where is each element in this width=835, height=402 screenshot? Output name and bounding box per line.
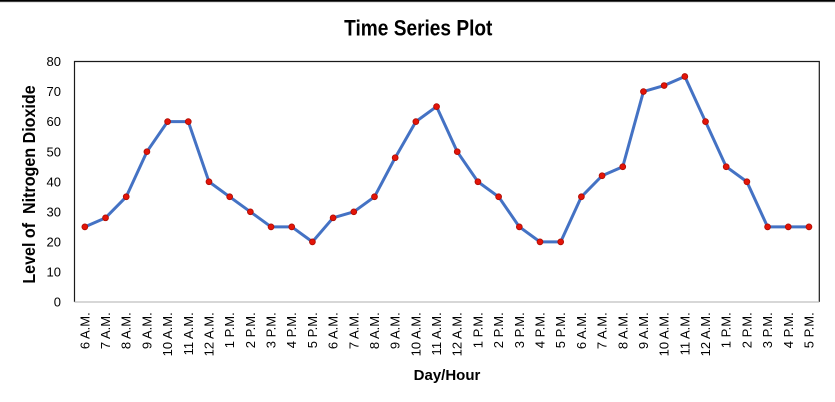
svg-text:1 P.M.: 1 P.M. (470, 312, 485, 348)
svg-text:12 A.M.: 12 A.M. (698, 312, 713, 356)
svg-text:12 A.M.: 12 A.M. (201, 312, 216, 356)
svg-text:7 A.M.: 7 A.M. (595, 312, 610, 349)
svg-text:5 P.M.: 5 P.M. (553, 312, 568, 348)
svg-text:10 A.M.: 10 A.M. (657, 312, 672, 356)
svg-text:40: 40 (47, 174, 61, 189)
svg-text:8 A.M.: 8 A.M. (119, 312, 134, 349)
svg-text:0: 0 (54, 295, 61, 310)
svg-text:1 P.M.: 1 P.M. (719, 312, 734, 348)
svg-text:7 A.M.: 7 A.M. (98, 312, 113, 349)
svg-text:10: 10 (47, 265, 61, 280)
svg-text:2 P.M.: 2 P.M. (491, 312, 506, 348)
svg-text:9 A.M.: 9 A.M. (388, 312, 403, 349)
svg-text:3 P.M.: 3 P.M. (760, 312, 775, 348)
svg-text:3 P.M.: 3 P.M. (512, 312, 527, 348)
svg-text:60: 60 (47, 114, 61, 129)
svg-text:3 P.M.: 3 P.M. (264, 312, 279, 348)
svg-text:6 A.M.: 6 A.M. (326, 312, 341, 349)
svg-text:10 A.M.: 10 A.M. (160, 312, 175, 356)
svg-text:30: 30 (47, 204, 61, 219)
svg-text:5 P.M.: 5 P.M. (801, 312, 816, 348)
svg-text:4 P.M.: 4 P.M. (781, 312, 796, 348)
svg-text:8 A.M.: 8 A.M. (615, 312, 630, 349)
svg-text:9 A.M.: 9 A.M. (636, 312, 651, 349)
svg-text:5 P.M.: 5 P.M. (305, 312, 320, 348)
svg-text:12 A.M.: 12 A.M. (450, 312, 465, 356)
svg-text:11 A.M.: 11 A.M. (429, 312, 444, 355)
svg-text:4 P.M.: 4 P.M. (284, 312, 299, 348)
svg-text:4 P.M.: 4 P.M. (533, 312, 548, 348)
svg-text:1 P.M.: 1 P.M. (222, 312, 237, 348)
svg-text:7 A.M.: 7 A.M. (346, 312, 361, 349)
svg-text:10 A.M.: 10 A.M. (408, 312, 423, 356)
svg-text:2 P.M.: 2 P.M. (243, 312, 258, 348)
svg-text:Time Series Plot: Time Series Plot (344, 16, 492, 41)
svg-text:11 A.M.: 11 A.M. (181, 312, 196, 355)
svg-text:8 A.M.: 8 A.M. (367, 312, 382, 349)
svg-text:50: 50 (47, 144, 61, 159)
svg-text:Level of Nitrogen Dioxide: Level of Nitrogen Dioxide (19, 85, 39, 283)
svg-text:80: 80 (47, 54, 61, 69)
svg-text:2 P.M.: 2 P.M. (739, 312, 754, 348)
svg-text:6 A.M.: 6 A.M. (574, 312, 589, 349)
svg-text:70: 70 (47, 84, 61, 99)
svg-text:11 A.M.: 11 A.M. (677, 312, 692, 355)
svg-text:Day/Hour: Day/Hour (414, 367, 481, 384)
svg-text:20: 20 (47, 234, 61, 249)
svg-text:6 A.M.: 6 A.M. (77, 312, 92, 349)
svg-text:9 A.M.: 9 A.M. (139, 312, 154, 349)
